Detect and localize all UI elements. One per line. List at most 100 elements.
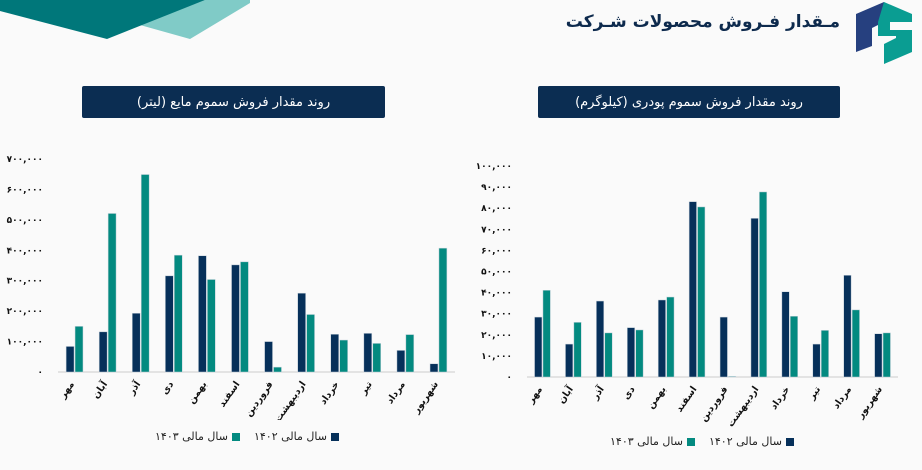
bar-1402: [812, 343, 821, 378]
bar-1402: [363, 333, 373, 373]
header-decoration: [0, 0, 250, 39]
x-tick-label: اردیبهشت: [725, 384, 761, 429]
bar-1403: [339, 339, 348, 373]
x-tick-label: شهریور: [410, 379, 441, 416]
bar-1403: [372, 343, 381, 373]
y-tick-label: ۴۰,۰۰۰: [481, 289, 512, 299]
bar-1403: [542, 290, 551, 378]
bar-1403: [306, 314, 315, 373]
x-tick-label: دی: [621, 384, 638, 402]
x-tick-label: مرداد: [831, 384, 854, 411]
bar-1402: [565, 343, 574, 378]
x-tick-label: فروردین: [698, 384, 730, 423]
chart-title-liquid: روند مقدار فروش سموم مایع (لیتر): [82, 86, 385, 118]
page-title: مـقدار فـروش محصولات شـرکت: [565, 12, 840, 32]
x-tick-label: آبان: [89, 378, 111, 401]
bar-1402: [781, 291, 790, 378]
y-tick-label: ۶۰۰,۰۰۰: [7, 185, 43, 195]
bar-1403: [635, 329, 644, 378]
bar-1402: [429, 363, 439, 373]
bar-1402: [596, 300, 605, 378]
bar-1403: [604, 332, 613, 378]
company-logo: [856, 2, 912, 64]
bar-1402: [330, 334, 339, 373]
y-tick-label: ۱۰,۰۰۰: [481, 352, 512, 362]
bar-1402: [132, 313, 141, 373]
bar-1403: [140, 174, 150, 373]
bar-1402: [688, 201, 697, 378]
bar-1403: [273, 366, 282, 373]
y-tick-label: ۳۰۰,۰۰۰: [7, 277, 43, 287]
x-tick-label: اسفند: [217, 379, 243, 409]
y-tick-label: ۲۰,۰۰۰: [481, 331, 512, 341]
y-tick-label: ۹۰,۰۰۰: [481, 183, 512, 193]
x-tick-label: آذر: [124, 378, 143, 398]
x-tick-label: بهمن: [645, 384, 668, 411]
y-tick-label: ۳۰,۰۰۰: [481, 310, 512, 320]
legend-label: سال مالی ۱۴۰۲: [708, 435, 782, 448]
bar-1403: [405, 334, 415, 373]
bar-1403: [174, 254, 183, 373]
x-tick-label: فروردین: [243, 379, 275, 418]
bar-1403: [74, 326, 84, 373]
bar-1403: [790, 315, 798, 378]
bar-1402: [165, 275, 174, 373]
y-tick-label: ۷۰۰,۰۰۰: [7, 155, 43, 165]
bar-1402: [264, 341, 273, 373]
y-tick-label: ۸۰,۰۰۰: [481, 204, 512, 214]
bar-1402: [719, 316, 728, 378]
bar-1402: [396, 350, 406, 373]
bar-1403: [573, 322, 582, 378]
legend-swatch: [686, 437, 695, 446]
bar-1402: [534, 316, 543, 378]
bar-1402: [198, 255, 207, 373]
legend-item-1402: سال مالی ۱۴۰۲: [254, 430, 339, 443]
powder-sales-chart: ۰ ۱۰,۰۰۰ ۲۰,۰۰۰ ۳۰,۰۰۰ ۴۰,۰۰۰ ۵۰,۰۰۰ ۶۰,۰۰۰ ۷۰,…: [476, 162, 898, 429]
x-tick-label: آبان: [555, 383, 577, 406]
deco-light-shape: [140, 0, 250, 39]
x-tick-label: بهمن: [186, 379, 209, 406]
bar-1403: [851, 309, 860, 378]
bar-1403: [820, 330, 829, 378]
x-tick-label: خرداد: [768, 384, 792, 411]
bar-1403: [107, 213, 117, 373]
legend-item-1403: سال مالی ۱۴۰۳: [610, 435, 695, 448]
bar-1402: [627, 327, 635, 378]
bar-1402: [750, 218, 759, 378]
bar-1403: [207, 279, 216, 373]
x-tick-label: اردیبهشت: [273, 379, 309, 420]
x-tick-label: شهریور: [854, 384, 885, 421]
legend-item-1402: سال مالی ۱۴۰۲: [709, 435, 794, 448]
y-tick-label: ۵۰۰,۰۰۰: [7, 216, 43, 226]
bar-1403: [759, 191, 768, 378]
bar-1402: [843, 275, 852, 378]
bar-1403: [666, 296, 675, 378]
legend-label: سال مالی ۱۴۰۳: [610, 435, 683, 448]
bar-1402: [874, 333, 883, 378]
legend-swatch: [330, 432, 339, 441]
y-tick-label: ۶۰,۰۰۰: [481, 246, 512, 256]
y-tick-label: ۱۰۰,۰۰۰: [7, 338, 43, 348]
y-tick-label: ۴۰۰,۰۰۰: [7, 246, 43, 256]
bar-1403: [240, 261, 249, 373]
legend-powder: سال مالی ۱۴۰۲ سال مالی ۱۴۰۳: [610, 435, 794, 448]
x-tick-label: اسفند: [674, 384, 700, 414]
x-tick-label: آذر: [588, 383, 607, 403]
bar-1402: [98, 331, 108, 373]
legend-label: سال مالی ۱۴۰۲: [253, 430, 327, 443]
x-tick-label: تیر: [806, 384, 823, 402]
y-tick-label: ۱۰۰,۰۰۰: [476, 162, 512, 172]
legend-liquid: سال مالی ۱۴۰۲ سال مالی ۱۴۰۳: [155, 430, 339, 443]
bar-1403: [882, 332, 891, 378]
deco-dark-shape: [0, 0, 205, 39]
bar-1402: [65, 346, 75, 373]
chart-title-powder: روند مقدار فروش سموم پودری (کیلوگرم): [538, 86, 840, 118]
legend-swatch: [785, 437, 794, 446]
liquid-sales-chart: ۰ ۱۰۰,۰۰۰ ۲۰۰,۰۰۰ ۳۰۰,۰۰۰ ۴۰۰,۰۰۰ ۵۰۰,۰۰۰ ۶۰۰,…: [7, 155, 455, 420]
x-tick-label: مهر: [525, 384, 545, 406]
bar-1402: [297, 292, 306, 373]
legend-label: سال مالی ۱۴۰۳: [155, 430, 228, 443]
x-tick-label: دی: [159, 379, 176, 397]
bar-1403: [697, 206, 706, 378]
y-tick-label: ۵۰,۰۰۰: [481, 268, 512, 278]
